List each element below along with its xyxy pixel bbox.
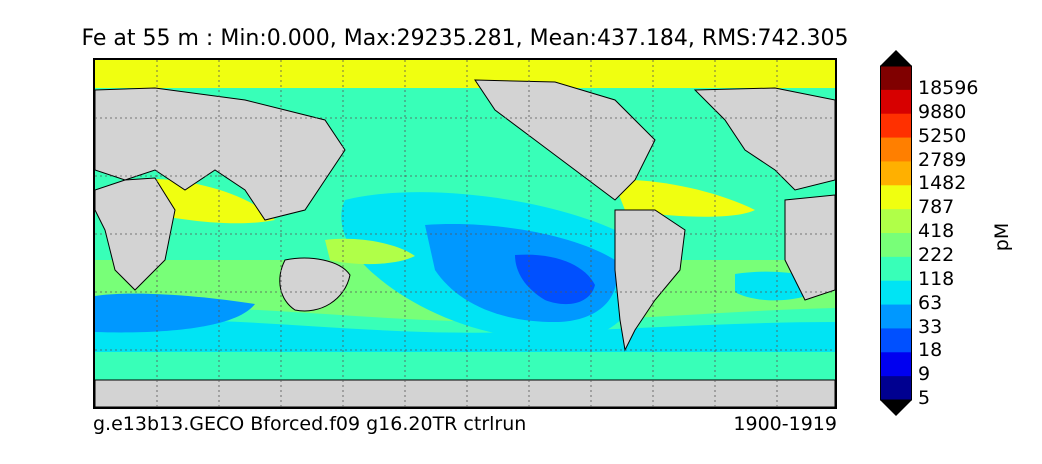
map-panel xyxy=(93,58,837,409)
colorbar-tick-label: 118 xyxy=(918,267,955,290)
period-label: 1900-1919 xyxy=(733,413,837,435)
colorbar-swatch xyxy=(880,328,912,353)
colorbar-swatch xyxy=(880,66,912,91)
colorbar-tick-label: 18596 xyxy=(918,76,979,99)
colorbar-swatch xyxy=(880,256,912,282)
colorbar-swatch xyxy=(880,113,912,139)
antarctic-band xyxy=(95,352,835,380)
colorbar-swatch xyxy=(880,376,912,401)
contour-band-63 xyxy=(95,320,835,362)
equatorial-atlantic-band xyxy=(613,179,755,217)
colorbar-tick-label: 2789 xyxy=(918,148,967,171)
colorbar-tick-label: 18 xyxy=(918,339,943,362)
eurasia-land xyxy=(95,87,346,221)
colorbar-swatch xyxy=(880,89,912,115)
ocean-contour-map xyxy=(95,60,835,407)
colorbar-tick-label: 9 xyxy=(918,363,931,386)
colorbar-tick-label: 5250 xyxy=(918,124,967,147)
colorbar-tick-label: 5 xyxy=(918,387,931,410)
colorbar-swatch xyxy=(880,304,912,329)
colorbar-tick-label: 33 xyxy=(918,315,943,338)
colorbar-swatch xyxy=(880,161,912,186)
colorbar-tick-label: 9880 xyxy=(918,100,967,123)
antarctica-land xyxy=(95,379,835,407)
europe-africa-east-land xyxy=(693,87,835,191)
colorbar-tick-label: 1482 xyxy=(918,172,967,195)
south-america-land xyxy=(614,209,686,352)
colorbar-swatch xyxy=(880,352,912,377)
land-masses xyxy=(95,79,835,407)
units-label: pM xyxy=(991,222,1014,252)
colorbar-swatch xyxy=(880,233,912,258)
colorbar-swatch xyxy=(880,209,912,234)
run-name-label: g.e13b13.GECO Bforced.f09 g16.20TR ctrlr… xyxy=(93,413,527,435)
map-title: Fe at 55 m : Min:0.000, Max:29235.281, M… xyxy=(81,26,849,51)
coral-sea-band xyxy=(325,238,415,265)
colorbar-over-arrow xyxy=(880,50,912,66)
colorbar xyxy=(880,50,912,416)
colorbar-under-arrow xyxy=(880,400,912,416)
colorbar-tick-label: 418 xyxy=(918,220,955,243)
colorbar-swatch xyxy=(880,280,912,306)
colorbar-swatch xyxy=(880,137,912,162)
colorbar-swatch xyxy=(880,185,912,210)
graticule xyxy=(95,60,835,407)
colorbar-tick-label: 222 xyxy=(918,243,955,266)
colorbar-tick-label: 787 xyxy=(918,196,955,219)
colorbar-frame xyxy=(880,65,912,401)
south-indian-low xyxy=(95,293,255,333)
east-africa-land xyxy=(784,194,835,301)
arctic-band-787 xyxy=(95,60,835,88)
colorbar-tick-label: 63 xyxy=(918,291,943,314)
north-america-land xyxy=(474,79,656,201)
